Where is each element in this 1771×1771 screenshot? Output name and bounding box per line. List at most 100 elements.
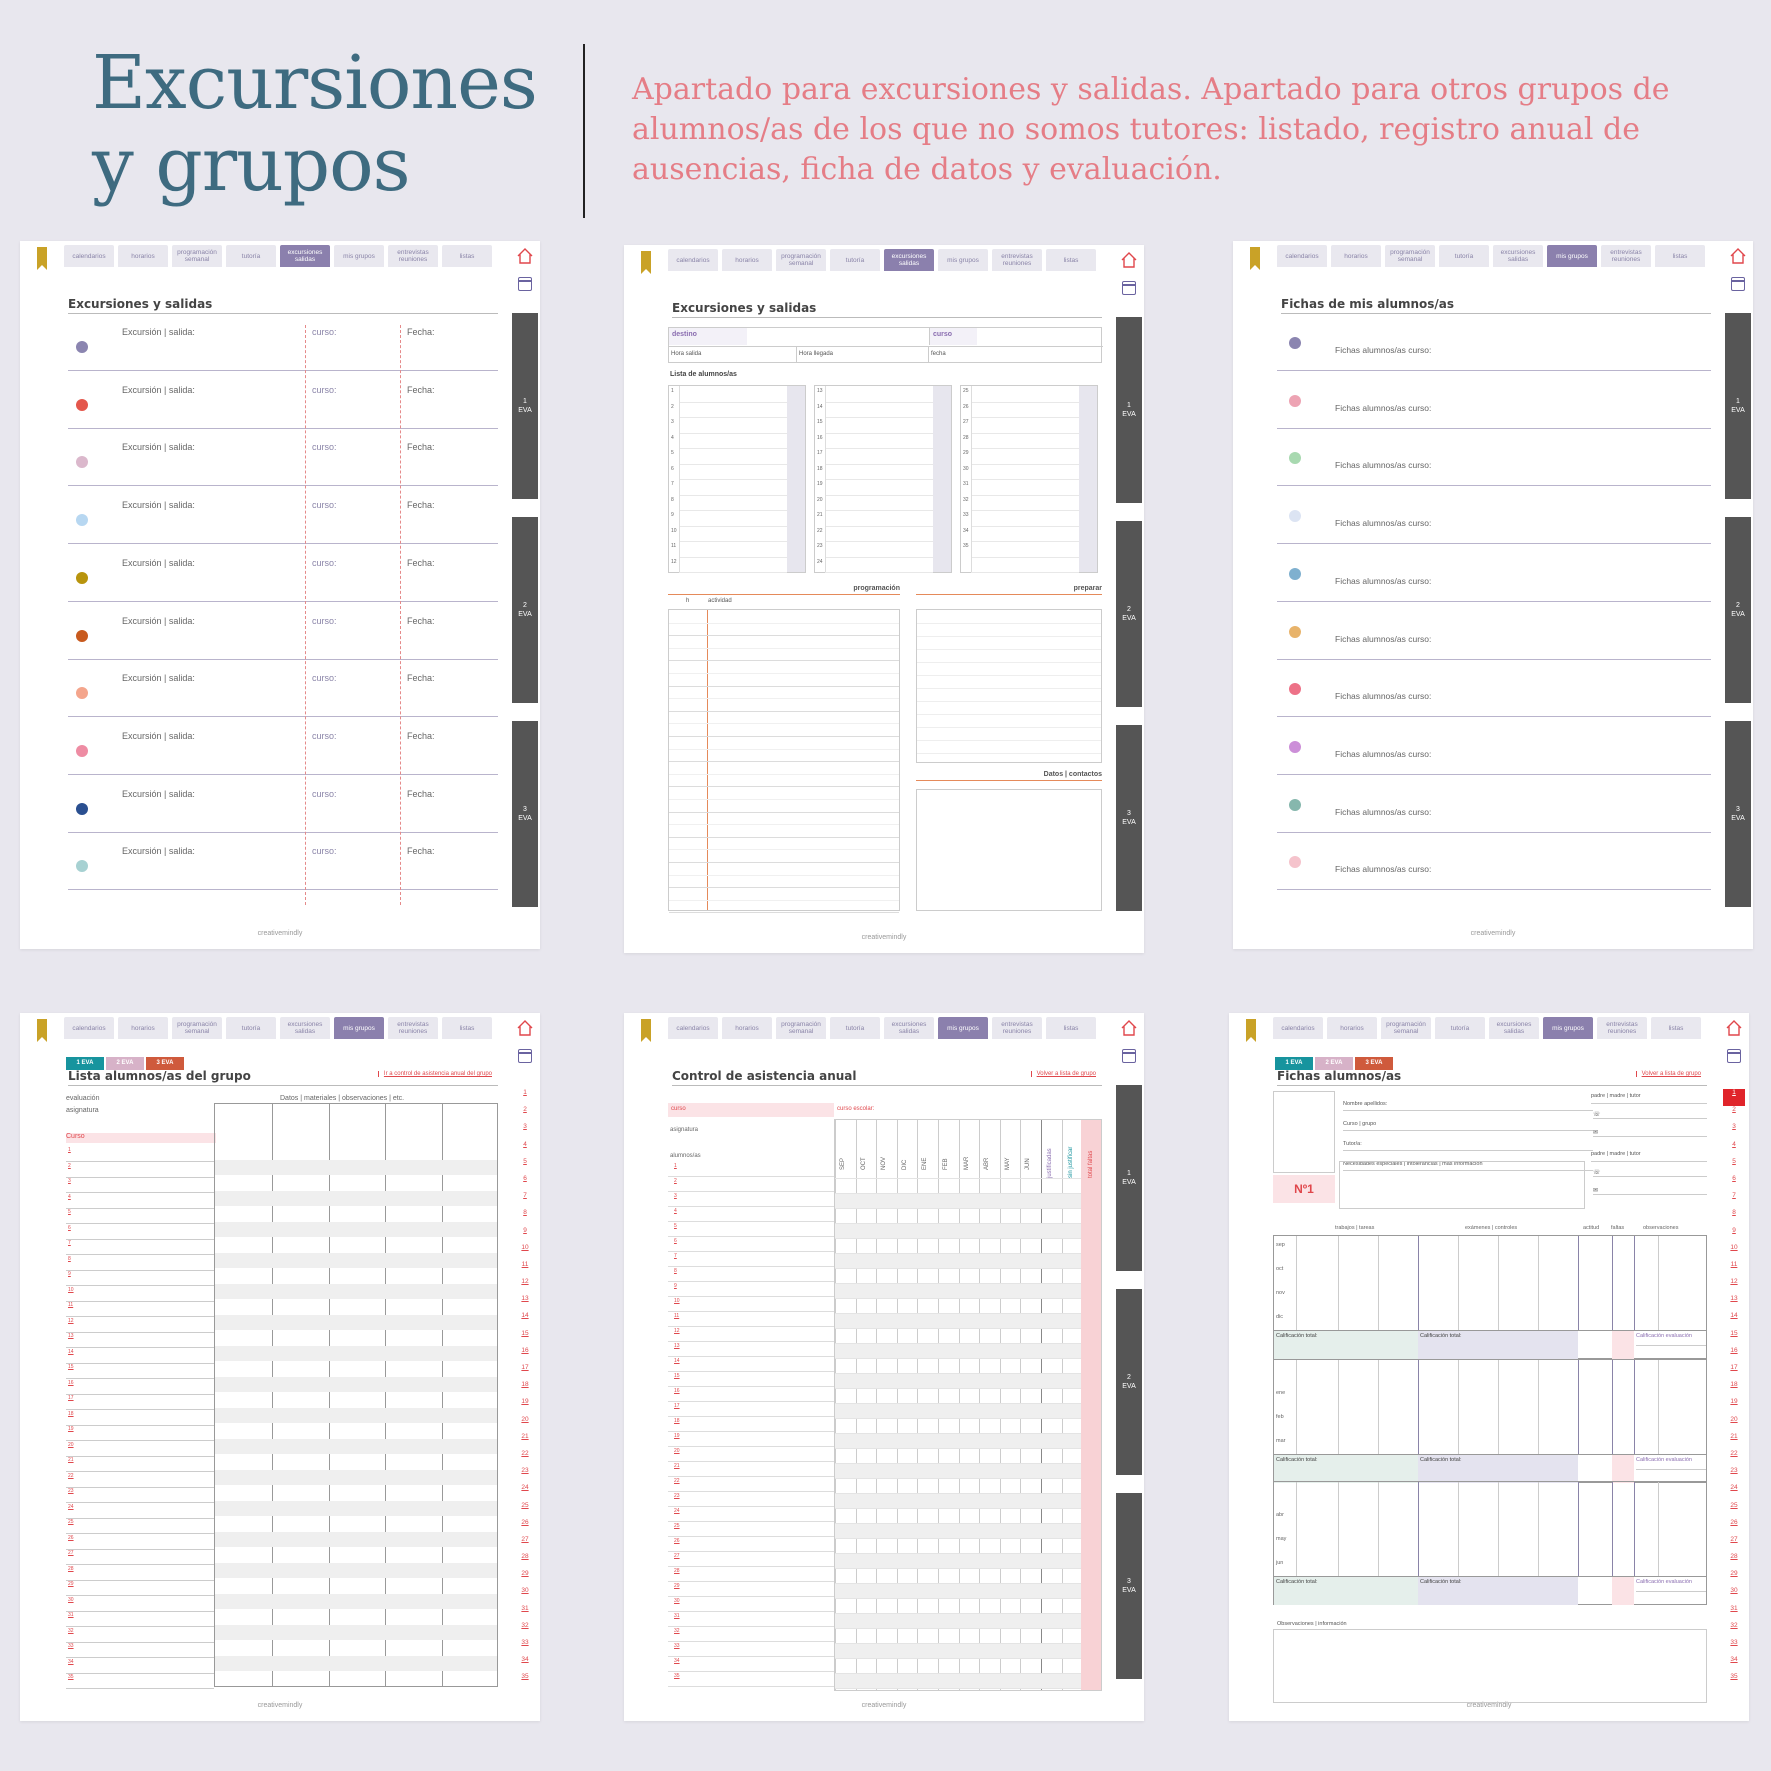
index-link[interactable]: 23 bbox=[1730, 1467, 1738, 1475]
index-link[interactable]: 22 bbox=[1730, 1449, 1738, 1457]
index-link[interactable]: 13 bbox=[521, 1295, 529, 1303]
eva-badge-2[interactable]: 2 EVA bbox=[106, 1057, 144, 1070]
eva-badge-3[interactable]: 3 EVA bbox=[1355, 1057, 1393, 1070]
index-link[interactable]: 8 bbox=[523, 1209, 527, 1217]
index-link[interactable]: 28 bbox=[521, 1553, 529, 1561]
tab-calendarios[interactable]: calendarios bbox=[668, 249, 718, 271]
index-link[interactable]: 31 bbox=[1730, 1604, 1738, 1612]
home-icon[interactable] bbox=[1120, 1019, 1138, 1037]
calendar-icon[interactable] bbox=[1122, 281, 1136, 295]
index-link[interactable]: 18 bbox=[1730, 1381, 1738, 1389]
index-link[interactable]: 24 bbox=[1730, 1484, 1738, 1492]
index-link[interactable]: 7 bbox=[523, 1192, 527, 1200]
tab-calendarios[interactable]: calendarios bbox=[1273, 1017, 1323, 1039]
tab-entrevistas[interactable]: entrevistas reuniones bbox=[1597, 1017, 1647, 1039]
index-link[interactable]: 32 bbox=[1730, 1621, 1738, 1629]
index-link[interactable]: 2 bbox=[523, 1106, 527, 1114]
index-link[interactable]: 22 bbox=[521, 1449, 529, 1457]
asistencia-link[interactable]: Ir a control de asistencia anual del gru… bbox=[377, 1071, 492, 1077]
index-link[interactable]: 5 bbox=[523, 1157, 527, 1165]
index-link[interactable]: 6 bbox=[523, 1174, 527, 1182]
index-link[interactable]: 10 bbox=[521, 1243, 529, 1251]
tab-listas[interactable]: listas bbox=[1046, 1017, 1096, 1039]
index-link[interactable]: 20 bbox=[1730, 1415, 1738, 1423]
index-link[interactable]: 23 bbox=[521, 1467, 529, 1475]
index-link[interactable]: 2 bbox=[1732, 1106, 1736, 1114]
tab-entrevistas[interactable]: entrevistas reuniones bbox=[992, 249, 1042, 271]
eva-tab-3[interactable]: 3 EVA bbox=[1116, 725, 1142, 911]
tab-horarios[interactable]: horarios bbox=[1327, 1017, 1377, 1039]
index-link[interactable]: 11 bbox=[521, 1260, 529, 1268]
volver-link[interactable]: Volver a lista de grupo bbox=[1030, 1071, 1096, 1077]
eva-tab-2[interactable]: 2 EVA bbox=[512, 517, 538, 703]
index-link[interactable]: 3 bbox=[523, 1123, 527, 1131]
eva-badge-3[interactable]: 3 EVA bbox=[146, 1057, 184, 1070]
tab-entrevistas[interactable]: entrevistas reuniones bbox=[992, 1017, 1042, 1039]
eva-badge-2[interactable]: 2 EVA bbox=[1315, 1057, 1353, 1070]
index-link[interactable]: 33 bbox=[521, 1639, 529, 1646]
tab-listas[interactable]: listas bbox=[1651, 1017, 1701, 1039]
tab-listas[interactable]: listas bbox=[442, 1017, 492, 1039]
calendar-icon[interactable] bbox=[1122, 1049, 1136, 1063]
tab-tutoría[interactable]: tutoría bbox=[830, 1017, 880, 1039]
tab-excursiones[interactable]: excursiones salidas bbox=[1493, 245, 1543, 267]
tab-entrevistas[interactable]: entrevistas reuniones bbox=[1601, 245, 1651, 267]
index-link[interactable]: 17 bbox=[1730, 1364, 1738, 1371]
calendar-icon[interactable] bbox=[518, 277, 532, 291]
index-link[interactable]: 18 bbox=[521, 1381, 529, 1389]
volver-link[interactable]: Volver a lista de grupo bbox=[1635, 1071, 1701, 1077]
tab-mis[interactable]: mis grupos bbox=[1547, 245, 1597, 267]
index-link[interactable]: 5 bbox=[1732, 1157, 1736, 1165]
tab-listas[interactable]: listas bbox=[1046, 249, 1096, 271]
index-link[interactable]: 7 bbox=[1732, 1192, 1736, 1200]
calendar-icon[interactable] bbox=[1731, 277, 1745, 291]
index-link[interactable]: 24 bbox=[521, 1484, 529, 1492]
eva-tab-2[interactable]: 2 EVA bbox=[1116, 1289, 1142, 1475]
index-link[interactable]: 4 bbox=[1732, 1140, 1736, 1148]
index-link[interactable]: 19 bbox=[1730, 1398, 1738, 1406]
index-link[interactable]: 27 bbox=[1730, 1535, 1738, 1543]
tab-programación[interactable]: programación semanal bbox=[1381, 1017, 1431, 1039]
index-link[interactable]: 17 bbox=[521, 1364, 529, 1371]
index-link[interactable]: 21 bbox=[521, 1432, 529, 1440]
tab-entrevistas[interactable]: entrevistas reuniones bbox=[388, 245, 438, 267]
tab-mis[interactable]: mis grupos bbox=[334, 245, 384, 267]
tab-horarios[interactable]: horarios bbox=[722, 249, 772, 271]
eva-tab-3[interactable]: 3 EVA bbox=[512, 721, 538, 907]
tab-horarios[interactable]: horarios bbox=[118, 1017, 168, 1039]
tab-horarios[interactable]: horarios bbox=[1331, 245, 1381, 267]
index-link[interactable]: 33 bbox=[1730, 1639, 1738, 1646]
index-link[interactable]: 30 bbox=[1730, 1587, 1738, 1595]
tab-calendarios[interactable]: calendarios bbox=[1277, 245, 1327, 267]
calendar-icon[interactable] bbox=[1727, 1049, 1741, 1063]
index-link[interactable]: 10 bbox=[1730, 1243, 1738, 1251]
tab-tutoría[interactable]: tutoría bbox=[226, 245, 276, 267]
tab-tutoría[interactable]: tutoría bbox=[226, 1017, 276, 1039]
index-link[interactable]: 19 bbox=[521, 1398, 529, 1406]
tab-mis[interactable]: mis grupos bbox=[334, 1017, 384, 1039]
index-link[interactable]: 34 bbox=[521, 1656, 529, 1664]
index-link[interactable]: 12 bbox=[1730, 1278, 1738, 1286]
index-link[interactable]: 32 bbox=[521, 1621, 529, 1629]
tab-tutoría[interactable]: tutoría bbox=[1439, 245, 1489, 267]
tab-programación[interactable]: programación semanal bbox=[776, 1017, 826, 1039]
index-link[interactable]: 15 bbox=[521, 1329, 529, 1337]
index-link[interactable]: 35 bbox=[521, 1673, 529, 1681]
index-link[interactable]: 26 bbox=[1730, 1518, 1738, 1526]
index-link[interactable]: 13 bbox=[1730, 1295, 1738, 1303]
index-link[interactable]: 34 bbox=[1730, 1656, 1738, 1664]
index-link[interactable]: 27 bbox=[521, 1535, 529, 1543]
index-link[interactable]: 29 bbox=[1730, 1570, 1738, 1578]
index-link[interactable]: 20 bbox=[521, 1415, 529, 1423]
index-link[interactable]: 9 bbox=[523, 1226, 527, 1234]
tab-listas[interactable]: listas bbox=[442, 245, 492, 267]
eva-badge-1[interactable]: 1 EVA bbox=[66, 1057, 104, 1070]
index-link[interactable]: 28 bbox=[1730, 1553, 1738, 1561]
tab-mis[interactable]: mis grupos bbox=[1543, 1017, 1593, 1039]
eva-tab-1[interactable]: 1 EVA bbox=[512, 313, 538, 499]
eva-tab-2[interactable]: 2 EVA bbox=[1116, 521, 1142, 707]
tab-calendarios[interactable]: calendarios bbox=[64, 245, 114, 267]
index-link[interactable]: 9 bbox=[1732, 1226, 1736, 1234]
index-link[interactable]: 31 bbox=[521, 1604, 529, 1612]
index-link[interactable]: 15 bbox=[1730, 1329, 1738, 1337]
